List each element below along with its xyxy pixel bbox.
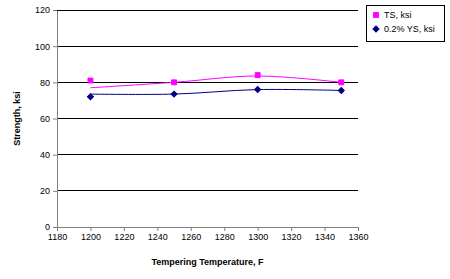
x-axis: 1180 1200 1220 1240 1260 1280 1300 1320 1340 1360 bbox=[48, 227, 369, 242]
tick-label: 60 bbox=[40, 114, 50, 124]
tick: 1300 bbox=[248, 227, 268, 242]
chart: 1180120012201240126012801300132013401360… bbox=[0, 0, 450, 279]
tick-mark bbox=[358, 227, 359, 231]
tick: 1360 bbox=[348, 227, 368, 242]
tick-mark bbox=[53, 227, 57, 228]
tick-label: 1240 bbox=[148, 232, 168, 242]
legend-marker bbox=[373, 26, 379, 32]
tick: 80 bbox=[40, 78, 57, 88]
marker bbox=[338, 87, 344, 93]
tick-mark bbox=[53, 119, 57, 120]
series bbox=[88, 73, 344, 88]
legend-marker bbox=[374, 13, 379, 18]
grid-line bbox=[57, 190, 358, 191]
x-axis-title: Tempering Temperature, F bbox=[151, 257, 264, 267]
legend-label: TS, ksi bbox=[384, 10, 412, 20]
tick-mark bbox=[90, 227, 91, 231]
marker bbox=[339, 80, 344, 85]
tick-label: 1340 bbox=[315, 232, 335, 242]
tick-mark bbox=[258, 227, 259, 231]
marker bbox=[88, 78, 93, 83]
marker bbox=[255, 87, 261, 93]
tick-label: 1220 bbox=[114, 232, 134, 242]
tick-label: 80 bbox=[40, 78, 50, 88]
tick-mark bbox=[53, 82, 57, 83]
tick: 60 bbox=[40, 114, 57, 124]
tick: 1180 bbox=[48, 227, 67, 242]
tick: 100 bbox=[35, 42, 57, 52]
marker bbox=[87, 94, 93, 100]
grid-line bbox=[57, 227, 358, 228]
tick-label: 40 bbox=[40, 150, 50, 160]
tick-mark bbox=[57, 227, 58, 231]
tick-label: 120 bbox=[35, 5, 50, 15]
tick: 1280 bbox=[215, 227, 235, 242]
tick-label: 1180 bbox=[48, 232, 67, 242]
tick-label: 1360 bbox=[348, 232, 368, 242]
tick-mark bbox=[124, 227, 125, 231]
tick-mark bbox=[53, 10, 57, 11]
tick-label: 1320 bbox=[282, 232, 302, 242]
legend: TS, ksi 0.2% YS, ksi bbox=[366, 5, 444, 41]
tick-mark bbox=[291, 227, 292, 231]
axis-line bbox=[57, 11, 58, 228]
trend-line bbox=[90, 76, 341, 88]
tick-label: 20 bbox=[40, 186, 50, 196]
plot: 1180120012201240126012801300132013401360… bbox=[35, 5, 369, 242]
grid-line bbox=[57, 82, 358, 83]
tick-mark bbox=[53, 155, 57, 156]
grid-line bbox=[57, 118, 358, 119]
tick: 1260 bbox=[181, 227, 201, 242]
tick: 40 bbox=[40, 150, 57, 160]
tick: 1240 bbox=[148, 227, 168, 242]
legend-label: 0.2% YS, ksi bbox=[384, 24, 435, 34]
tick-mark bbox=[157, 227, 158, 231]
tick-label: 1200 bbox=[81, 232, 101, 242]
tick: 1220 bbox=[114, 227, 134, 242]
marker bbox=[255, 73, 260, 78]
tick-label: 0 bbox=[45, 222, 50, 232]
tick-mark bbox=[53, 191, 57, 192]
tick: 120 bbox=[35, 5, 57, 15]
y-axis-title: Strength, ksi bbox=[12, 91, 22, 146]
tick-mark bbox=[53, 46, 57, 47]
tick: 20 bbox=[40, 186, 57, 196]
y-axis: 0 20 40 60 80 100 120 bbox=[35, 5, 58, 232]
trend-line bbox=[90, 89, 341, 94]
tick-label: 1260 bbox=[181, 232, 201, 242]
legend-box bbox=[366, 5, 444, 41]
tick: 0 bbox=[45, 222, 57, 232]
tick-label: 1300 bbox=[248, 232, 268, 242]
grid-line bbox=[57, 46, 358, 47]
tick: 1340 bbox=[315, 227, 335, 242]
tick: 1200 bbox=[81, 227, 101, 242]
grid-line bbox=[57, 154, 358, 155]
series bbox=[87, 87, 344, 100]
grid bbox=[57, 10, 358, 227]
tick-mark bbox=[191, 227, 192, 231]
tick-label: 100 bbox=[35, 42, 50, 52]
marker bbox=[171, 91, 177, 97]
tick-mark bbox=[224, 227, 225, 231]
tick-mark bbox=[325, 227, 326, 231]
tick-label: 1280 bbox=[215, 232, 235, 242]
grid-line bbox=[57, 10, 358, 11]
tick: 1320 bbox=[282, 227, 302, 242]
axis-line bbox=[58, 227, 359, 228]
marker bbox=[172, 80, 177, 85]
marks bbox=[87, 73, 344, 100]
